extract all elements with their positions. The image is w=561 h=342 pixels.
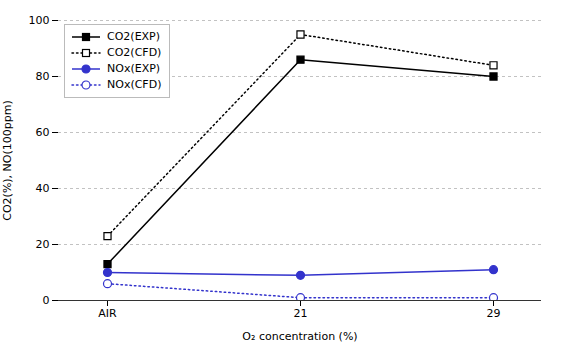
- svg-text:60: 60: [36, 126, 50, 139]
- svg-text:20: 20: [36, 238, 50, 251]
- html-text:CO2(EXP): CO2(EXP): [107, 30, 160, 43]
- html-text:CO2(CFD): CO2(CFD): [107, 46, 162, 59]
- svg-text:40: 40: [36, 182, 50, 195]
- svg-text:AIR: AIR: [98, 307, 117, 320]
- svg-text:29: 29: [487, 307, 501, 320]
- svg-text:100: 100: [29, 14, 50, 27]
- svg-text:80: 80: [36, 70, 50, 83]
- html-text:NOx(CFD): NOx(CFD): [107, 78, 162, 91]
- svg-text:CO2(%), NO(100ppm): CO2(%), NO(100ppm): [1, 100, 14, 221]
- svg-text:O₂ concentration (%): O₂ concentration (%): [242, 330, 357, 342]
- svg-text:0: 0: [43, 294, 50, 307]
- html-text:NOx(EXP): NOx(EXP): [107, 62, 161, 75]
- svg-text:21: 21: [294, 307, 308, 320]
